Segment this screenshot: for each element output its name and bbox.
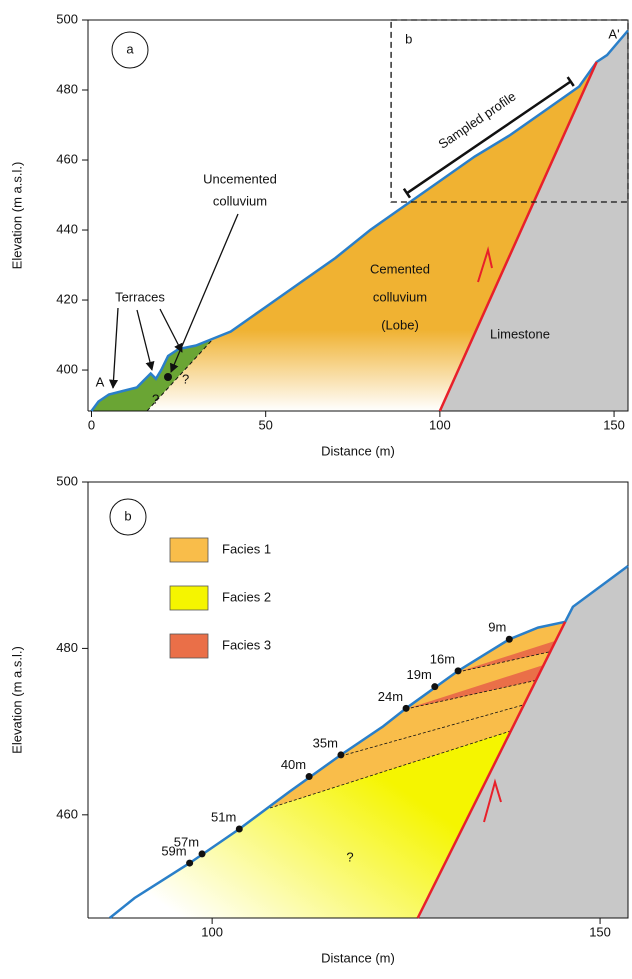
sample-label: 19m [407,667,432,682]
sample-point [455,667,462,674]
x-tick-label: 50 [258,417,272,432]
y-axis-title: Elevation (m a.s.l.) [9,162,24,270]
annotation: ? [346,849,353,864]
sample-label: 16m [430,651,455,666]
annotation: Terraces [115,289,165,304]
unit-label: colluvium [373,289,427,304]
x-axis-title: Distance (m) [321,950,395,965]
inset-label: b [405,31,412,46]
section-label: A' [608,26,619,41]
legend-swatch [170,538,208,562]
unit-label: Uncemented [203,171,277,186]
x-tick-label: 150 [589,924,611,939]
sample-label: 24m [378,689,403,704]
sample-point [199,850,206,857]
legend-swatch [170,634,208,658]
location-dot [164,373,172,381]
x-tick-label: 0 [88,417,95,432]
sample-point [236,825,243,832]
unit-label: (Lobe) [381,317,419,332]
legend-label: Facies 2 [222,589,271,604]
y-tick-label: 480 [56,640,78,655]
panel-a: 400 420 440 460 480 500 0 50 100 150 Distance (m) E… [9,11,628,458]
sample-label: 40m [281,757,306,772]
sample-point [337,751,344,758]
section-label: A [96,374,105,389]
pointer-arrow [137,310,152,370]
sample-label: 35m [313,735,338,750]
sample-point [403,705,410,712]
y-tick-label: 460 [56,151,78,166]
sample-label: 59m [161,844,186,859]
sample-point [306,773,313,780]
sample-point [431,683,438,690]
pointer-arrow [160,309,182,352]
unit-label: Limestone [490,326,550,341]
panel-b: 460 480 500 100 150 Distance (m) Elevation (m … [9,473,628,965]
legend-label: Facies 3 [222,637,271,652]
pointer-arrow [113,308,118,388]
y-tick-label: 440 [56,221,78,236]
y-tick-label: 420 [56,291,78,306]
sample-point [506,636,513,643]
unit-label: colluvium [213,193,267,208]
annotation: ? [182,371,189,386]
y-tick-label: 480 [56,81,78,96]
annotation: ? [152,391,159,406]
sample-label: 51m [211,809,236,824]
y-axis-title: Elevation (m a.s.l.) [9,646,24,754]
y-tick-label: 400 [56,361,78,376]
legend-label: Facies 1 [222,541,271,556]
sample-label: 9m [488,620,506,635]
y-tick-label: 500 [56,11,78,26]
x-tick-label: 100 [201,924,223,939]
y-tick-label: 460 [56,806,78,821]
panel-label: b [124,508,131,523]
figure: 400 420 440 460 480 500 0 50 100 150 Distance (m) E… [0,0,632,979]
x-tick-label: 100 [429,417,451,432]
x-axis-title: Distance (m) [321,443,395,458]
x-tick-label: 150 [603,417,625,432]
panel-label: a [126,41,134,56]
unit-label: Cemented [370,261,430,276]
y-tick-label: 500 [56,473,78,488]
sample-point [186,860,193,867]
legend-swatch [170,586,208,610]
